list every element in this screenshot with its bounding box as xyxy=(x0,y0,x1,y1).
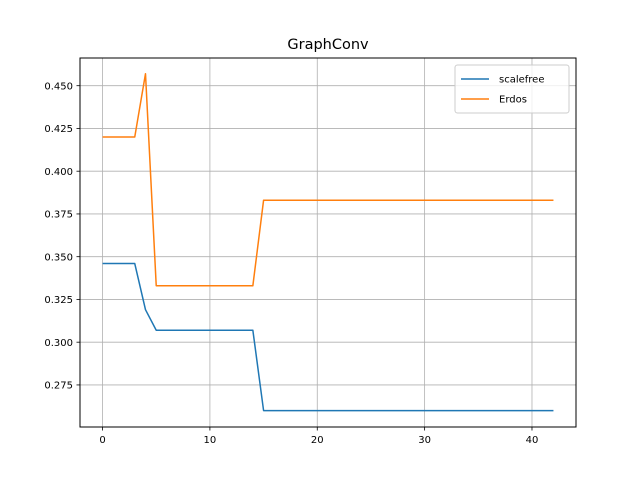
y-tick-label: 0.275 xyxy=(44,381,73,392)
chart-title: GraphConv xyxy=(287,37,369,53)
x-axis: 0 10 20 30 40 xyxy=(99,427,538,446)
series-line-scalefree xyxy=(102,262,554,412)
legend-box xyxy=(454,64,570,114)
y-axis: 0.275 0.300 0.325 0.350 0.375 0.400 0.425 0.450 xyxy=(44,81,80,392)
y-tick-label: 0.325 xyxy=(44,295,73,306)
y-tick-label: 0.350 xyxy=(44,252,73,263)
legend-label: scalefree xyxy=(499,75,544,86)
legend-label: Erdos xyxy=(499,95,527,106)
legend: scalefree Erdos xyxy=(454,64,570,114)
series-line-erdos xyxy=(102,72,554,287)
y-tick-label: 0.400 xyxy=(44,167,73,178)
y-tick-label: 0.375 xyxy=(44,210,73,221)
y-tick-label: 0.300 xyxy=(44,338,73,349)
x-tick-label: 10 xyxy=(204,435,217,446)
series-lines xyxy=(102,72,554,412)
x-tick-label: 30 xyxy=(418,435,431,446)
x-tick-label: 0 xyxy=(99,435,105,446)
y-tick-label: 0.425 xyxy=(44,124,73,135)
x-tick-label: 20 xyxy=(311,435,324,446)
y-tick-label: 0.450 xyxy=(44,81,73,92)
x-tick-label: 40 xyxy=(526,435,539,446)
plot-frame xyxy=(79,57,577,428)
